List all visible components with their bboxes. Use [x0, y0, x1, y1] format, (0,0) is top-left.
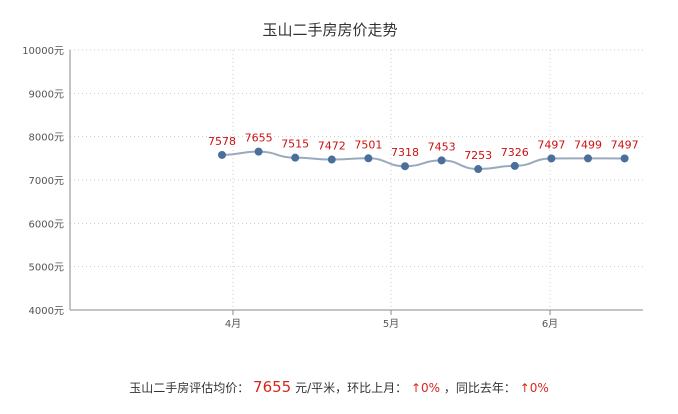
month-on-month-change: ↑0%: [410, 381, 441, 395]
y-tick-label: 10000元: [22, 46, 64, 57]
y-tick-label: 4000元: [29, 306, 64, 317]
data-point: [474, 165, 483, 174]
data-point: [437, 156, 446, 165]
data-point: [218, 150, 226, 159]
data-label: 7318: [391, 146, 419, 159]
grid-lines: [70, 49, 643, 310]
data-label: 7497: [537, 138, 565, 151]
y-tick-label: 5000元: [29, 263, 64, 274]
summary-prefix: 玉山二手房评估均价：: [129, 381, 250, 395]
data-point: [620, 154, 629, 163]
y-tick-label: 9000元: [29, 89, 64, 100]
data-point: [584, 154, 592, 163]
series-line: [221, 150, 625, 171]
data-label: 7499: [574, 138, 602, 151]
data-point: [254, 147, 263, 156]
y-tick-label: 8000元: [29, 133, 64, 144]
data-point: [547, 154, 556, 163]
data-point: [327, 155, 336, 164]
data-label: 7655: [245, 132, 273, 145]
x-tick-label: 4月: [225, 318, 241, 330]
data-point: [401, 162, 409, 171]
x-tick-label: 6月: [542, 318, 558, 330]
year-on-year-change: ↑0%: [519, 381, 549, 395]
data-label: 7578: [208, 135, 236, 148]
data-point: [510, 161, 519, 170]
series-layer: 7578 7655 7515 7472 7501 7318 7453 7253 7326 7497…: [208, 132, 639, 174]
data-label: 7253: [464, 149, 492, 162]
yoy-label: ，同比去年：: [443, 381, 516, 395]
x-tick-label: 5月: [383, 318, 399, 330]
data-point: [364, 154, 373, 163]
average-price-value: 7655: [253, 378, 292, 396]
data-label: 7326: [501, 146, 529, 159]
chart-title: 玉山二手房房价走势: [262, 21, 397, 39]
data-label: 7453: [428, 140, 456, 153]
axes: 10000元 9000元 8000元 7000元 6000元 5000元 4000元 4月 5月…: [22, 46, 643, 330]
data-label: 7515: [281, 138, 309, 151]
average-price-summary: 玉山二手房评估均价： 7655 元/平米，环比上月： ↑0% ，同比去年： ↑0…: [0, 378, 678, 396]
y-tick-label: 6000元: [29, 219, 64, 230]
y-tick-label: 7000元: [29, 176, 64, 187]
summary-unit: 元/平米，环比上月：: [295, 381, 408, 395]
data-label: 7501: [354, 138, 382, 151]
data-label: 7497: [611, 138, 639, 151]
data-point: [291, 153, 300, 162]
data-label: 7472: [318, 140, 346, 153]
